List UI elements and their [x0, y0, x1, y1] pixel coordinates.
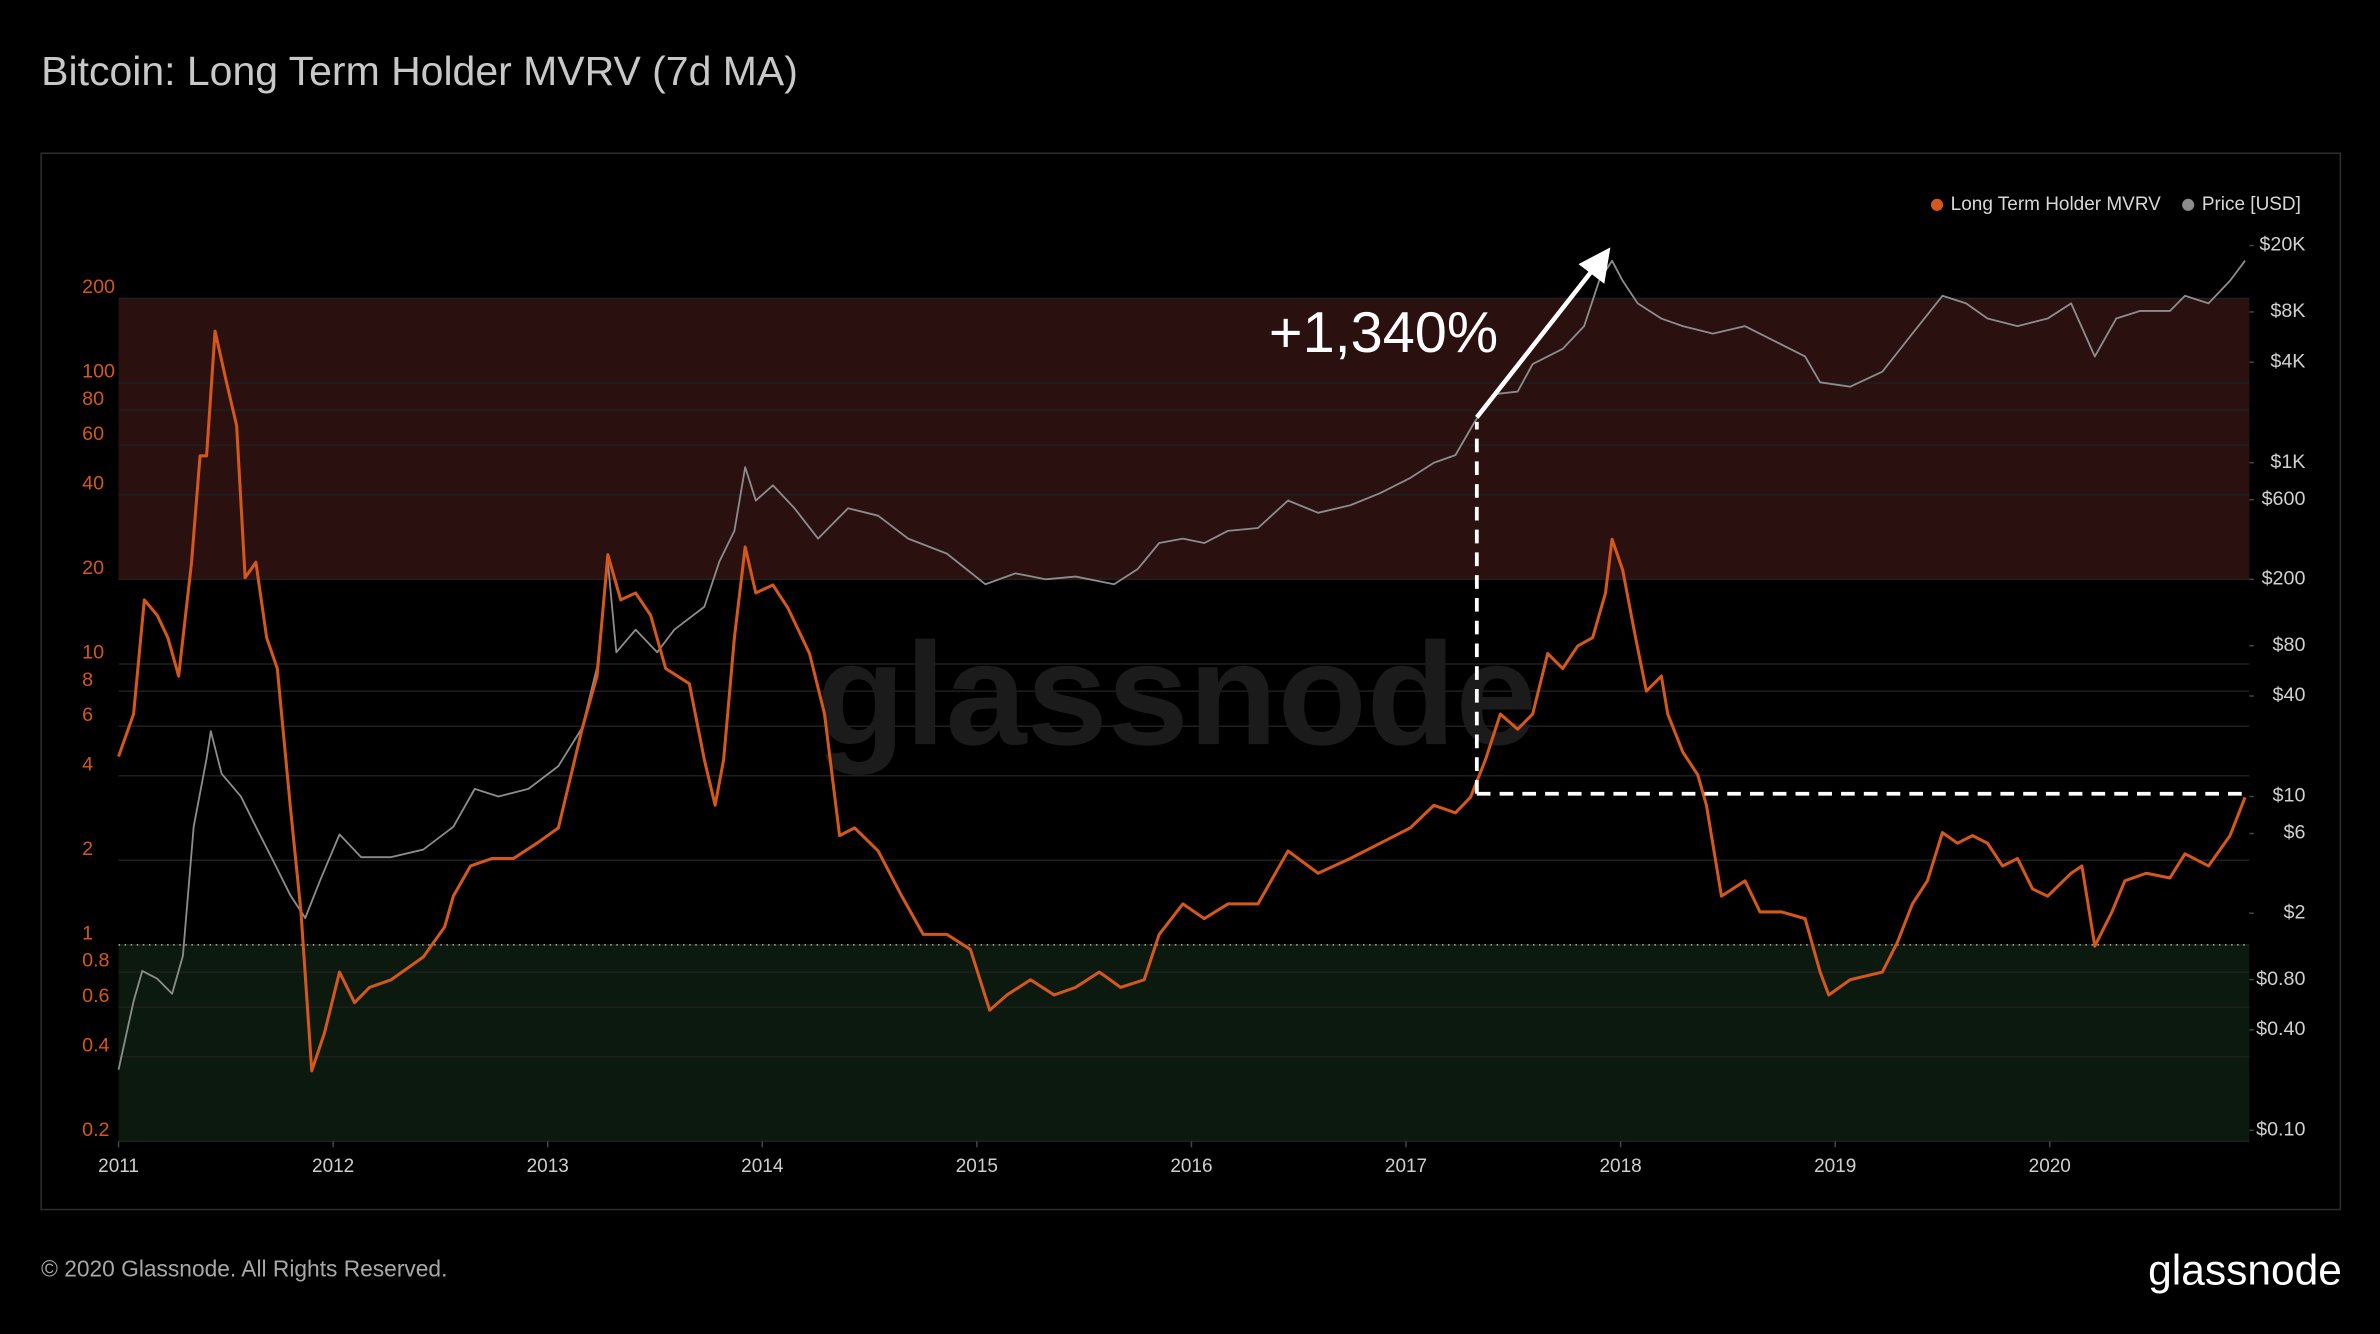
y-tick-label: 20 — [82, 557, 104, 579]
annotation-arrow — [1475, 267, 1596, 419]
y-tick-label: 0.8 — [82, 950, 109, 972]
y2-tick-label: $200 — [2262, 568, 2306, 590]
x-tick-label: 2015 — [956, 1156, 998, 1177]
y2-tick-label: $2 — [2284, 901, 2306, 923]
legend-label: Price [USD] — [2202, 194, 2301, 215]
y-tick-label: 6 — [82, 704, 93, 726]
legend-label: Long Term Holder MVRV — [1951, 194, 2162, 215]
y-tick-label: 2 — [82, 838, 93, 860]
annotation-arrowhead — [1578, 247, 1611, 284]
y2-tick-label: $40 — [2273, 684, 2306, 706]
y-tick-label: 60 — [82, 423, 104, 445]
y-tick-label: 0.6 — [82, 985, 109, 1007]
y-tick-label: 8 — [82, 669, 93, 691]
y2-tick-label: $20K — [2259, 234, 2305, 256]
y-tick-label: 100 — [82, 361, 115, 383]
y2-tick-label: $4K — [2270, 350, 2305, 372]
y2-tick-label: $600 — [2262, 488, 2306, 510]
legend-marker — [2182, 198, 2195, 211]
y-tick-label: 200 — [82, 276, 115, 298]
watermark: glassnode — [816, 612, 1537, 775]
y-tick-label: 4 — [82, 753, 93, 775]
chart-title: Bitcoin: Long Term Holder MVRV (7d MA) — [41, 48, 798, 94]
y2-tick-label: $0.40 — [2256, 1018, 2305, 1040]
x-tick-label: 2020 — [2029, 1156, 2071, 1177]
x-tick-label: 2016 — [1170, 1156, 1212, 1177]
brand-logo: glassnode — [2148, 1248, 2342, 1295]
y-tick-label: 40 — [82, 472, 104, 494]
y2-tick-label: $80 — [2273, 634, 2306, 656]
x-tick-label: 2019 — [1814, 1156, 1856, 1177]
y-tick-label: 10 — [82, 642, 104, 664]
x-tick-label: 2013 — [527, 1156, 569, 1177]
x-tick-label: 2017 — [1385, 1156, 1427, 1177]
x-tick-label: 2011 — [98, 1156, 139, 1177]
y2-tick-label: $1K — [2270, 451, 2305, 473]
y2-tick-label: $8K — [2270, 300, 2305, 322]
chart-frame — [40, 152, 2342, 1211]
series-line — [117, 329, 2247, 1073]
y2-tick-label: $0.80 — [2256, 968, 2305, 990]
footer: © 2020 Glassnode. All Rights Reserved. — [41, 1255, 447, 1281]
y2-tick-label: $6 — [2284, 822, 2306, 844]
y2-tick-label: $0.10 — [2256, 1119, 2305, 1141]
y2-tick-label: $10 — [2273, 785, 2306, 807]
series-line — [117, 259, 2246, 1070]
y-tick-label: 0.4 — [82, 1034, 109, 1056]
y-tick-label: 1 — [82, 922, 93, 944]
x-tick-label: 2012 — [312, 1156, 354, 1177]
x-tick-label: 2018 — [1599, 1156, 1641, 1177]
y-tick-label: 0.2 — [82, 1119, 109, 1141]
legend-marker — [1930, 198, 1944, 211]
band — [118, 298, 2250, 580]
y-tick-label: 80 — [82, 388, 104, 410]
x-tick-label: 2014 — [741, 1156, 783, 1177]
annotation-text: +1,340% — [1269, 301, 1498, 365]
band — [118, 944, 2250, 1142]
